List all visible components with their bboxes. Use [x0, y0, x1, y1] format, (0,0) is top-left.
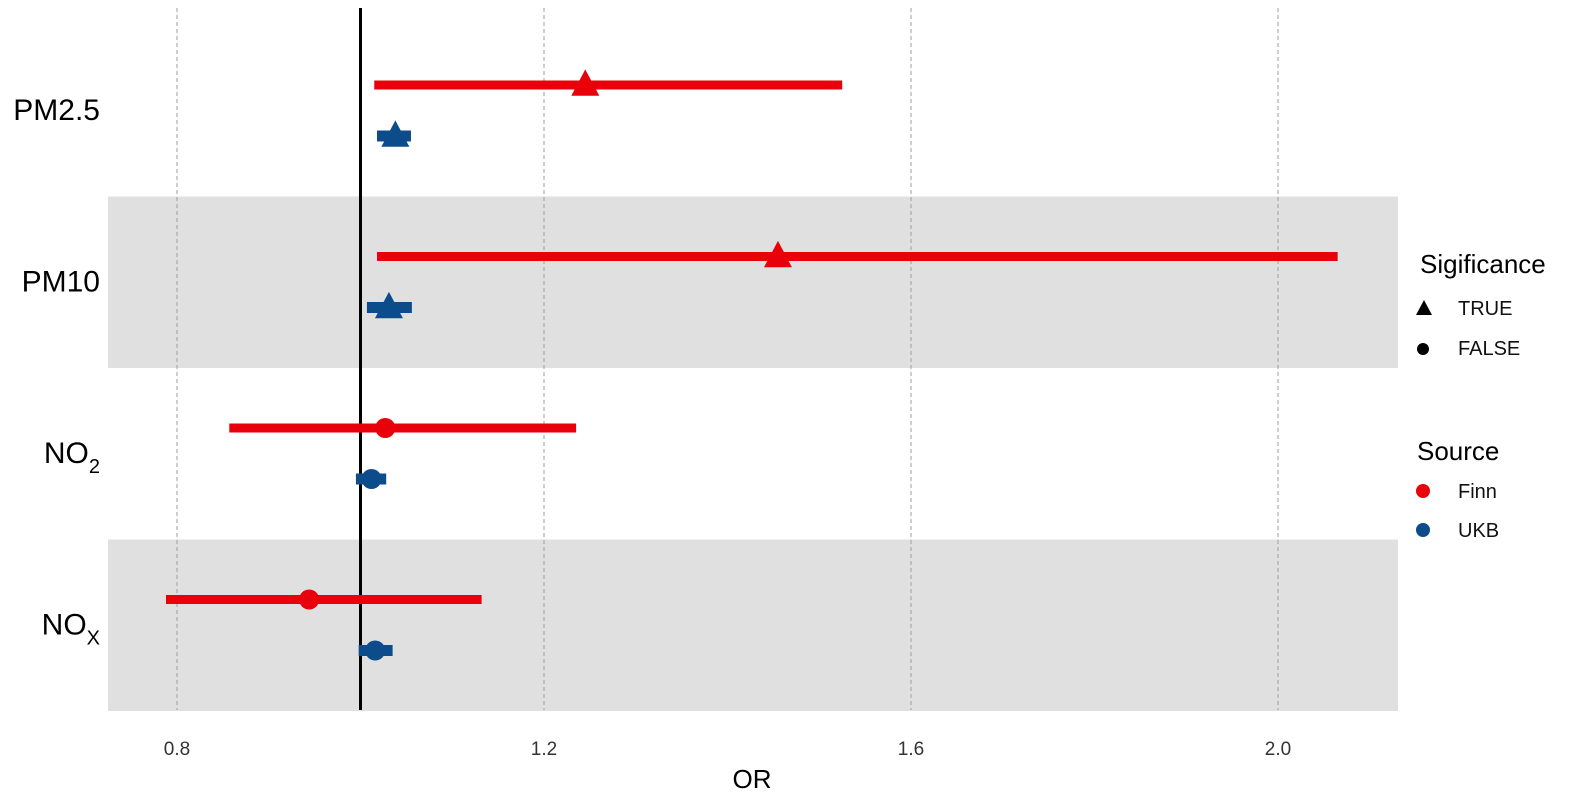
- data-marks: [165, 69, 1338, 661]
- vertical-gridlines: [176, 8, 1279, 710]
- legend-source-title: Source: [1417, 436, 1499, 466]
- point-triangle-finn-pm10: [763, 240, 792, 268]
- point-triangle-finn-pm2.5: [571, 69, 600, 96]
- point-circle-ukb-nox: [365, 640, 386, 661]
- category-label-subscript: X: [87, 628, 100, 650]
- legend-significance-label-0: TRUE: [1458, 298, 1512, 320]
- x-axis-title: OR: [733, 764, 772, 794]
- category-label-0: PM2.5: [13, 94, 100, 127]
- point-triangle-ukb-pm10: [374, 291, 403, 319]
- legend-source-swatch-0: [1416, 484, 1430, 498]
- legend-circle-icon: [1417, 343, 1429, 355]
- point-triangle-ukb-pm2.5: [381, 120, 410, 147]
- legend-source-label-1: UKB: [1458, 520, 1499, 542]
- category-label-main: NO: [42, 609, 87, 642]
- point-circle-ukb-no2: [361, 469, 382, 489]
- band-3: [108, 539, 1398, 711]
- legend-significance-title: Sigificance: [1420, 249, 1546, 279]
- band-1: [108, 196, 1398, 368]
- x-tick-labels: 0.8 1.2 1.6 2.0: [164, 739, 1291, 760]
- x-tick-label-3: 2.0: [1265, 739, 1291, 760]
- legend-triangle-icon: [1416, 300, 1432, 315]
- category-label-subscript: 2: [89, 456, 100, 478]
- legend-source-swatch-1: [1416, 523, 1430, 537]
- point-circle-finn-no2: [375, 418, 396, 438]
- category-label-1: PM10: [22, 266, 100, 299]
- x-tick-label-1: 1.2: [531, 739, 557, 760]
- category-label-2: NO2: [44, 437, 100, 478]
- legend-source-items: Finn UKB: [1416, 481, 1499, 542]
- x-tick-label-0: 0.8: [164, 739, 190, 760]
- legend-source-label-0: Finn: [1458, 481, 1497, 503]
- category-label-main: NO: [44, 437, 89, 470]
- legend-significance-items: TRUE FALSE: [1416, 298, 1520, 360]
- x-tick-label-2: 1.6: [898, 739, 924, 760]
- legend: Sigificance TRUE FALSE Source Finn UKB: [1416, 249, 1546, 542]
- category-bands: [108, 196, 1398, 711]
- legend-significance-label-1: FALSE: [1458, 338, 1520, 360]
- category-label-3: NOX: [42, 609, 100, 650]
- point-circle-finn-nox: [299, 589, 320, 610]
